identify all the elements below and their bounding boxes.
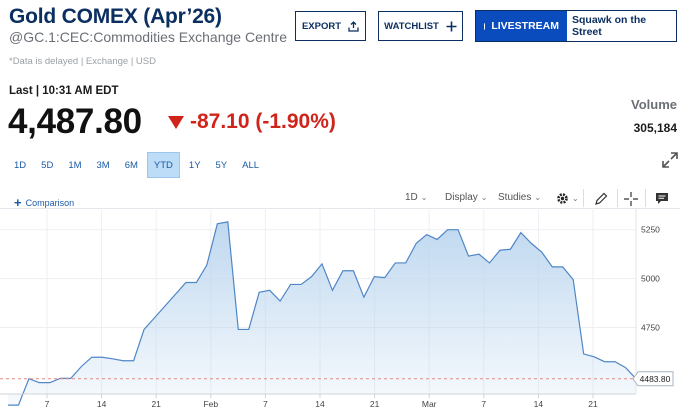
x-tick-label: 14 [97,399,107,409]
down-arrow-icon [168,115,184,129]
exchange-subtitle: @GC.1:CEC:Commodities Exchange Centre [9,29,287,45]
volume-label: Volume [631,97,677,112]
add-comparison-icon: + [14,195,22,210]
y-tick-label: 5250 [641,225,660,235]
price-change: -87.10 (-1.90%) [168,110,336,134]
comment-icon[interactable] [655,192,669,205]
chevron-down-icon: ⌄ [572,194,579,203]
volume-value: 305,184 [633,121,677,135]
page-title: Gold COMEX (Apr’26) [9,5,222,28]
toolbar-divider [617,189,618,207]
range-6m[interactable]: 6M [124,159,138,171]
y-tick-label: 4750 [641,322,660,332]
chevron-down-icon: ⌄ [420,193,428,202]
export-label: EXPORT [301,20,342,32]
x-tick-label: 21 [370,399,380,409]
comparison-label: Comparison [25,197,75,208]
range-3m[interactable]: 3M [96,159,110,171]
x-tick-label: 14 [315,399,325,409]
y-tick-label: 5000 [641,274,660,284]
price-line [8,221,637,406]
range-1d[interactable]: 1D [14,159,27,171]
last-value-tag [632,371,674,387]
range-selector: 1D 5D 1M 3M 6M YTD 1Y 5Y ALL [8,152,268,178]
settings-dropdown[interactable]: ⌄ [556,192,579,205]
last-price: 4,487.80 [8,102,142,141]
display-dropdown[interactable]: Display ⌄ [445,192,488,203]
pencil-icon[interactable] [594,192,608,206]
studies-dropdown[interactable]: Studies ⌄ [498,192,541,203]
x-tick-label: 14 [534,399,544,409]
x-tick-label: Feb [203,399,218,409]
toolbar-divider [583,189,584,207]
toolbar-divider [645,189,646,207]
display-label: Display [445,192,478,203]
watchlist-button[interactable]: WATCHLIST [378,11,463,41]
last-updated-label: Last | 10:31 AM EDT [9,85,119,97]
show-link[interactable]: Squawk on the Street [572,14,647,38]
watchlist-label: WATCHLIST [384,20,439,32]
chevron-down-icon: ⌄ [534,193,542,202]
x-tick-label: 21 [588,399,598,409]
livestream-banner[interactable]: LIVESTREAM Squawk on the Street [475,10,677,42]
comparison-button[interactable]: + Comparison [14,195,74,210]
price-chart[interactable]: 4750 5000 5250 7 14 21 Feb 7 14 21 Mar 7 14 21 4483.80 [0,208,680,412]
last-value-label: 4483.80 [640,374,671,384]
range-all[interactable]: ALL [242,159,260,171]
livestream-button[interactable]: LIVESTREAM [476,11,567,41]
export-button[interactable]: EXPORT [295,11,366,41]
live-dot-icon [484,22,486,30]
x-tick-label: 7 [481,399,486,409]
data-disclaimer: *Data is delayed | Exchange | USD [9,56,156,67]
x-tick-label: 7 [45,399,50,409]
price-area-fill [8,221,636,406]
range-5d[interactable]: 5D [41,159,54,171]
livestream-label: LIVESTREAM [491,20,559,32]
range-1y[interactable]: 1Y [188,159,201,171]
range-ytd[interactable]: YTD [146,152,180,178]
plus-icon [446,21,457,31]
range-5y[interactable]: 5Y [215,159,228,171]
x-tick-label: 7 [263,399,268,409]
range-1m[interactable]: 1M [68,159,82,171]
price-change-value: -87.10 (-1.90%) [190,110,336,133]
upload-icon [348,20,359,32]
interval-label: 1D [405,192,418,203]
interval-dropdown[interactable]: 1D ⌄ [405,192,428,203]
x-tick-label: 21 [151,399,161,409]
studies-label: Studies [498,192,532,203]
gear-icon [557,193,568,204]
crosshair-icon[interactable] [624,192,638,206]
chevron-down-icon: ⌄ [480,193,488,202]
expand-icon[interactable] [660,150,680,170]
x-tick-label: Mar [422,399,437,409]
